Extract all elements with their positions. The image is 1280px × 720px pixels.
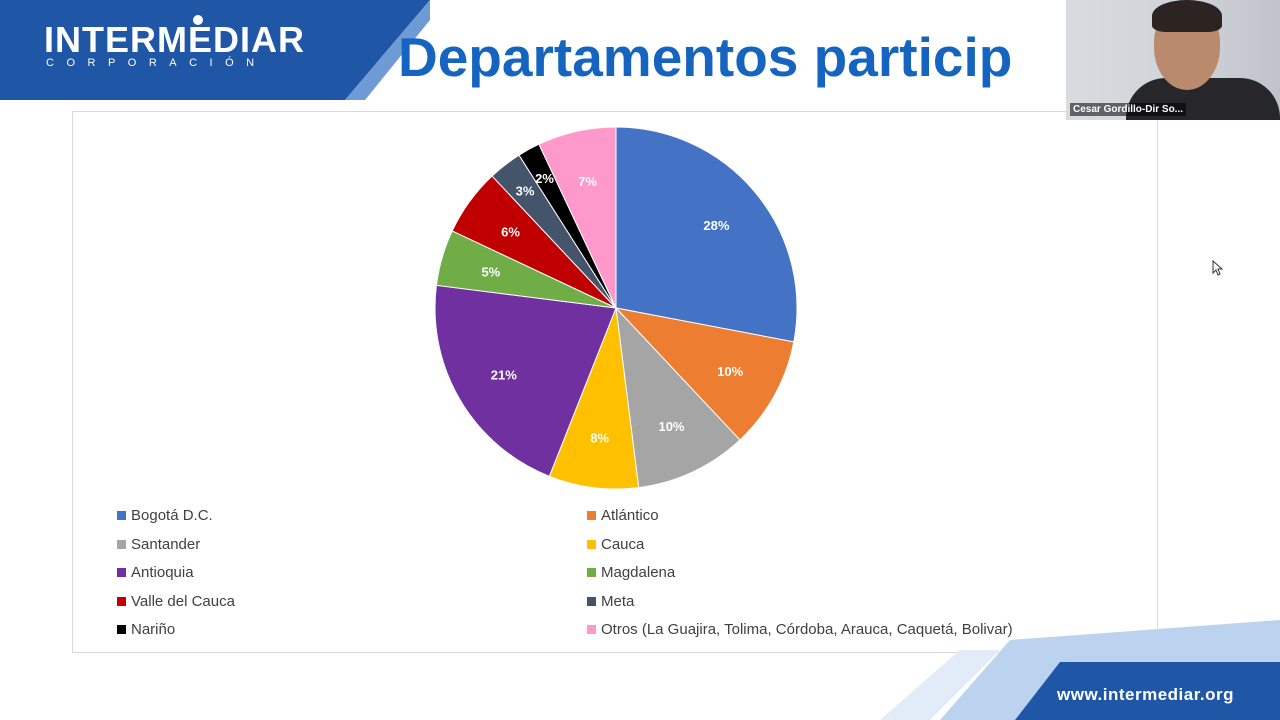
legend-swatch bbox=[117, 511, 126, 520]
legend-swatch bbox=[587, 511, 596, 520]
legend-label: Antioquia bbox=[131, 564, 194, 581]
legend-item: Antioquia bbox=[117, 564, 194, 581]
pie-data-label: 2% bbox=[535, 171, 554, 186]
legend-label: Nariño bbox=[131, 621, 176, 638]
logo-sub-text: CORPORACIÓN bbox=[46, 57, 267, 69]
legend-item: Otros (La Guajira, Tolima, Córdoba, Arau… bbox=[587, 621, 1013, 638]
pie-data-label: 10% bbox=[658, 419, 684, 434]
webcam-person-hair bbox=[1152, 0, 1222, 32]
legend-swatch bbox=[117, 596, 126, 606]
logo-band bbox=[0, 0, 430, 100]
legend-swatch bbox=[117, 568, 126, 577]
pie-slice bbox=[614, 307, 795, 441]
legend-item: Bogotá D.C. bbox=[117, 507, 213, 524]
legend-label: Meta bbox=[601, 592, 635, 610]
pie-data-label: 5% bbox=[481, 265, 500, 280]
pie-slice bbox=[615, 126, 798, 343]
pie-slice bbox=[538, 126, 617, 309]
legend-item: Atlántico bbox=[587, 507, 659, 524]
pie-data-label: 6% bbox=[501, 224, 520, 239]
legend-label: Magdalena bbox=[601, 564, 676, 581]
pie-slice bbox=[434, 284, 617, 477]
slide-title: Departamentos particip bbox=[398, 26, 1013, 88]
legend-label: Cauca bbox=[601, 535, 645, 553]
pie-data-label: 3% bbox=[516, 184, 535, 199]
pie-data-label: 21% bbox=[491, 367, 517, 382]
pie-data-label: 28% bbox=[703, 218, 729, 233]
footer-url: www.intermediar.org bbox=[1057, 685, 1235, 704]
logo-dot-icon bbox=[193, 15, 203, 25]
legend-label: Valle del Cauca bbox=[131, 592, 235, 610]
legend-swatch bbox=[117, 539, 126, 549]
pie-slice bbox=[615, 306, 741, 489]
webcam-thumbnail[interactable]: Cesar Gordillo-Dir So... bbox=[1066, 0, 1280, 120]
legend-item: Nariño bbox=[117, 621, 175, 638]
legend-label: Bogotá D.C. bbox=[131, 507, 213, 524]
pie-slice bbox=[548, 307, 640, 490]
pie-chart: 28% 10% 10% 8% 21% 5% 6% 3%2% 7% bbox=[434, 126, 798, 490]
chart-frame: 28% 10% 10% 8% 21% 5% 6% 3% 2% 7% Bogotá D.C. Atlá… bbox=[72, 111, 1158, 653]
legend-item: Valle del Cauca bbox=[117, 593, 235, 610]
logo-main-text: INTERMEDIAR bbox=[44, 19, 305, 60]
legend-item: Meta bbox=[587, 593, 634, 610]
legend-swatch bbox=[117, 625, 126, 634]
legend-label: Santander bbox=[131, 535, 201, 553]
legend-swatch bbox=[587, 596, 596, 606]
legend-swatch bbox=[587, 625, 596, 634]
mouse-cursor-icon bbox=[1212, 260, 1224, 276]
legend-label: Otros (La Guajira, Tolima, Córdoba, Arau… bbox=[601, 621, 1013, 638]
legend-label: Atlántico bbox=[601, 507, 659, 524]
legend-item: Cauca bbox=[587, 536, 644, 553]
legend-item: Magdalena bbox=[587, 564, 675, 581]
pie-data-label: 8% bbox=[590, 430, 609, 445]
pie-data-label: 7% bbox=[578, 174, 597, 189]
pie-data-label: 10% bbox=[717, 364, 743, 379]
legend-swatch bbox=[587, 568, 596, 577]
legend-item: Santander bbox=[117, 536, 200, 553]
webcam-name-label: Cesar Gordillo-Dir So... bbox=[1070, 103, 1187, 116]
legend-swatch bbox=[587, 539, 596, 549]
